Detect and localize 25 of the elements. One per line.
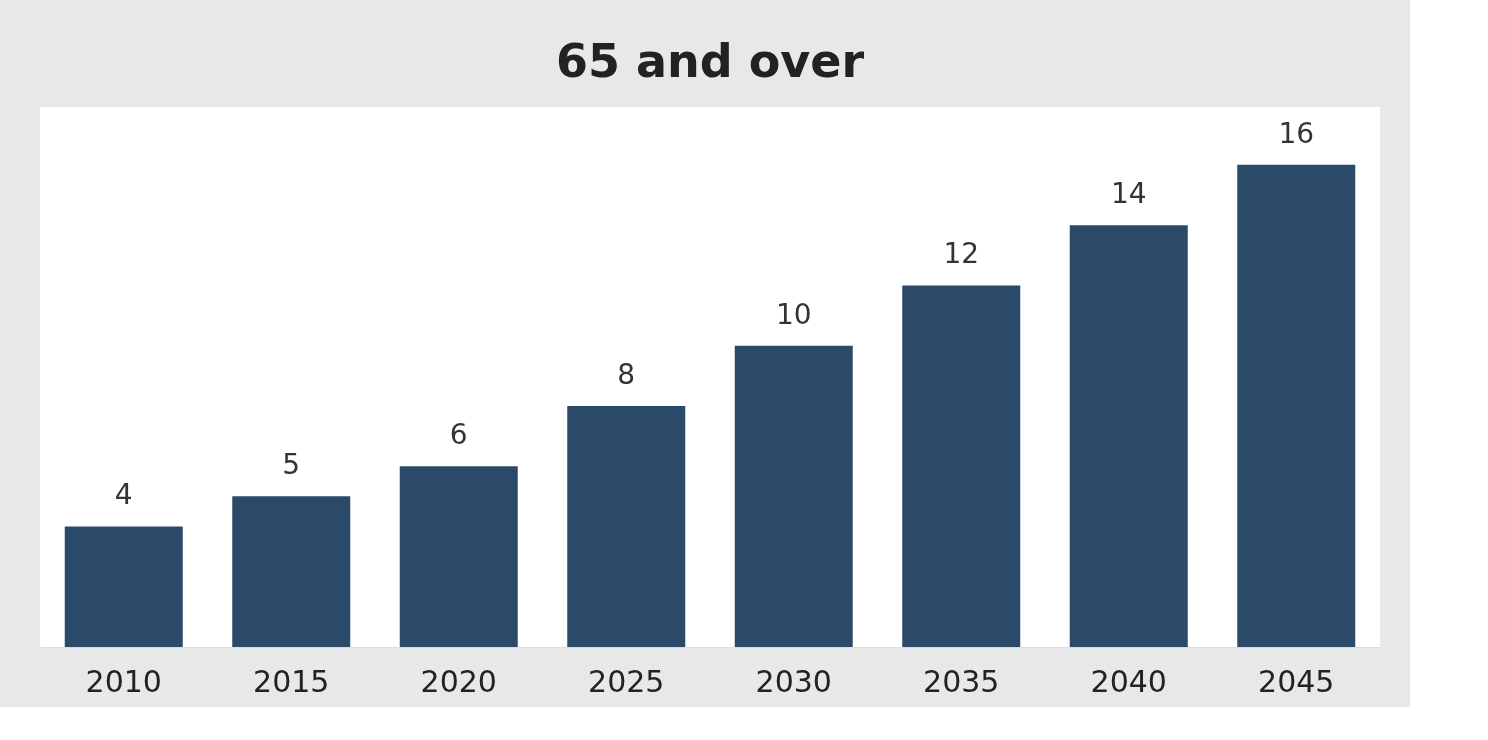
- x-tick-label: 2035: [923, 663, 1000, 699]
- chart-title: 65 and over: [555, 34, 865, 88]
- bar: [399, 466, 518, 647]
- data-label: 12: [943, 237, 980, 271]
- x-tick-label: 2010: [85, 663, 162, 699]
- x-tick-label: 2045: [1258, 663, 1335, 699]
- x-tick-label: 2020: [420, 663, 497, 699]
- bar: [232, 496, 351, 647]
- data-label: 16: [1278, 116, 1315, 150]
- bar: [567, 405, 686, 647]
- data-label: 10: [775, 297, 812, 331]
- x-tick-label: 2040: [1090, 663, 1167, 699]
- data-label: 4: [114, 478, 133, 512]
- data-label: 6: [449, 418, 468, 452]
- data-label: 8: [617, 357, 636, 391]
- data-label: 5: [282, 448, 301, 482]
- x-tick-label: 2030: [755, 663, 832, 699]
- x-tick-label: 2025: [588, 663, 665, 699]
- data-label: 14: [1110, 177, 1147, 211]
- bar: [734, 345, 853, 647]
- bar: [1237, 164, 1356, 647]
- x-tick-label: 2015: [253, 663, 330, 699]
- bar: [1069, 225, 1188, 647]
- bar: [64, 526, 183, 647]
- bar: [902, 285, 1021, 647]
